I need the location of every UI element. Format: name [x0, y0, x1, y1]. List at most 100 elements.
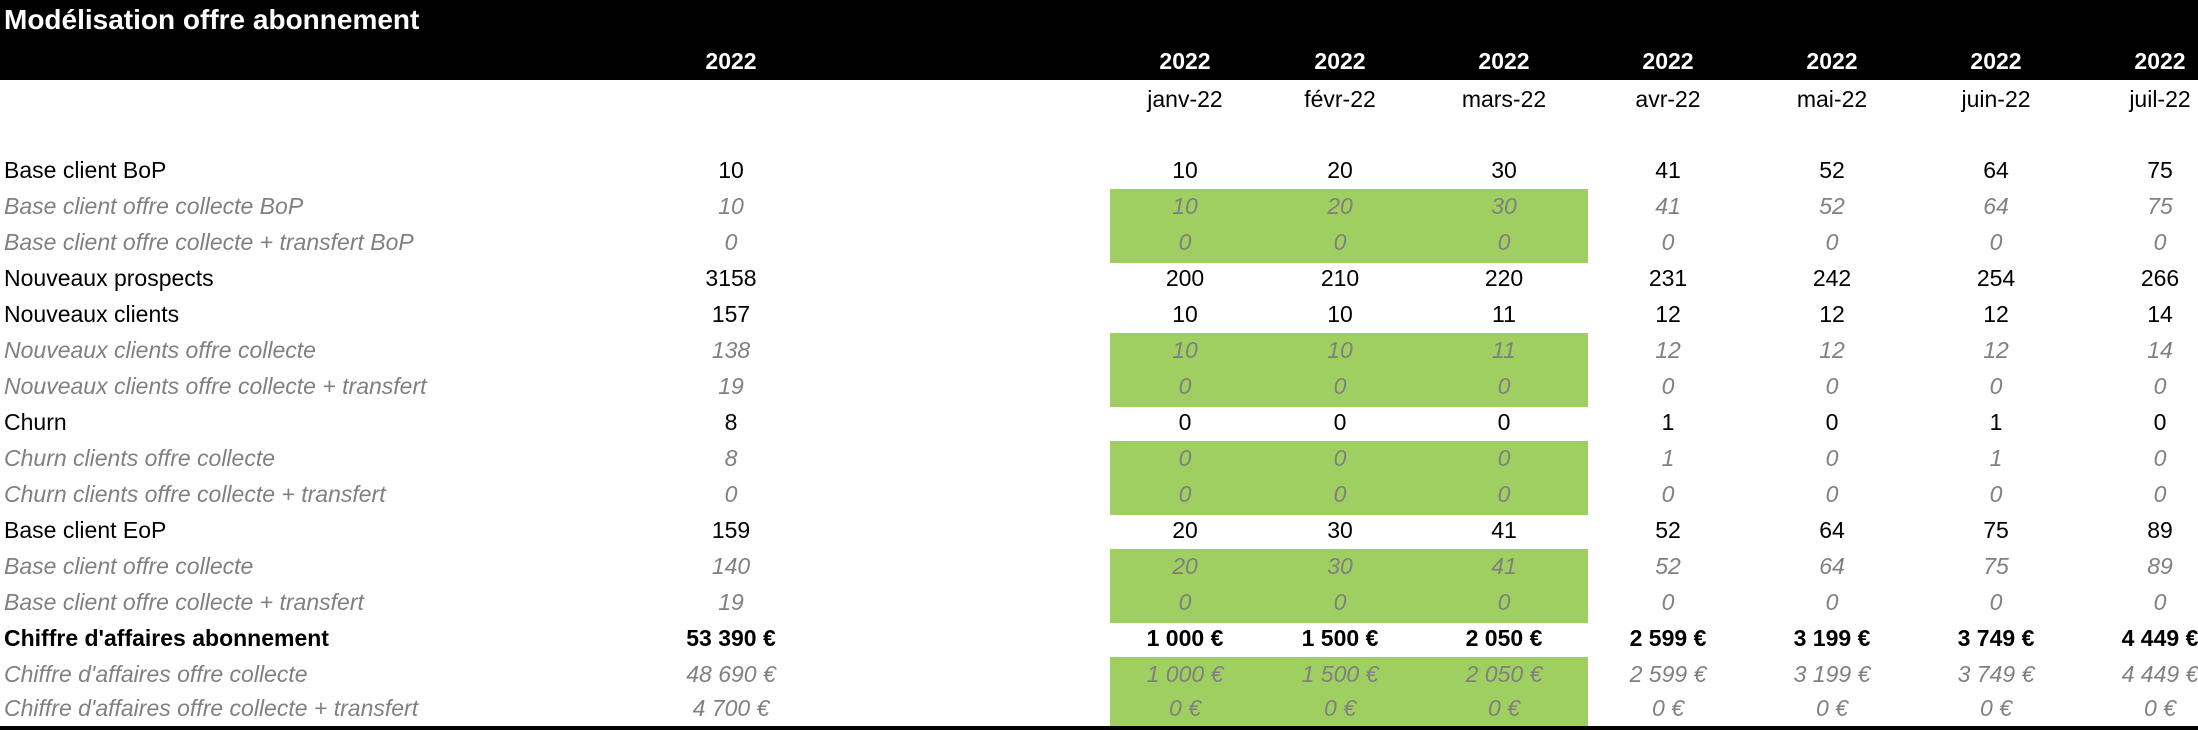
table-cell: 12 [1655, 301, 1681, 327]
table-cell: 0 [1825, 445, 1839, 471]
table-cell: 41 [1491, 517, 1517, 543]
table-cell: 12 [1655, 337, 1681, 363]
table-cell: 3158 [705, 265, 757, 291]
row-label: Nouveaux clients offre collecte + transf… [4, 373, 427, 399]
table-cell: 10 [1172, 337, 1198, 363]
table-cell: 0 [1825, 409, 1839, 435]
table-cell: 0 [1497, 229, 1511, 255]
table-cell: 19 [718, 373, 744, 399]
table-cell: 52 [1655, 517, 1681, 543]
table-cell: 3 749 € [1957, 661, 2035, 687]
table-cell: 0 [1989, 589, 2003, 615]
table-cell: 0 [1333, 481, 1347, 507]
table-cell: 266 [2140, 265, 2180, 291]
table-cell: 0 [724, 481, 738, 507]
table-cell: 0 [1825, 481, 1839, 507]
table-cell: 12 [1819, 301, 1845, 327]
column-year: 2022 [1806, 48, 1858, 74]
column-month: mai-22 [1796, 86, 1868, 112]
table-cell: 0 [1178, 445, 1192, 471]
table-cell: 1 [1989, 445, 2003, 471]
row-label: Base client offre collecte + transfert B… [4, 229, 414, 255]
table-cell: 0 [1989, 481, 2003, 507]
table-cell: 8 [724, 445, 738, 471]
table-cell: 0 [724, 229, 738, 255]
column-month: janv-22 [1147, 86, 1223, 112]
column-month: févr-22 [1304, 86, 1376, 112]
row-label: Nouveaux prospects [4, 265, 214, 291]
table-cell: 2 599 € [1629, 625, 1707, 651]
row-label: Chiffre d'affaires offre collecte + tran… [4, 695, 419, 721]
table-cell: 4 700 € [692, 695, 770, 721]
table-cell: 75 [2147, 193, 2173, 219]
table-cell: 0 [1497, 409, 1511, 435]
row-label: Churn clients offre collecte + transfert [4, 481, 386, 507]
header-bar: Modélisation offre abonnement [0, 0, 2198, 80]
highlight-block [1110, 189, 1588, 263]
table-cell: 254 [1976, 265, 2016, 291]
table-cell: 30 [1327, 517, 1353, 543]
highlight-block [1110, 549, 1588, 623]
table-cell: 11 [1492, 301, 1516, 327]
table-cell: 89 [2147, 553, 2173, 579]
table-cell: 64 [1983, 193, 2009, 219]
table-cell: 1 [1989, 409, 2003, 435]
table-cell: 0 [2153, 229, 2167, 255]
row-label: Churn clients offre collecte [4, 445, 276, 471]
table-cell: 0 [1825, 373, 1839, 399]
table-cell: 53 390 € [686, 625, 776, 651]
table-cell: 157 [711, 301, 751, 327]
table-cell: 12 [1819, 337, 1845, 363]
row-label: Base client offre collecte BoP [4, 193, 304, 219]
column-month: juin-22 [1961, 86, 2031, 112]
table-cell: 48 690 € [686, 661, 776, 687]
table-cell: 0 [2153, 589, 2167, 615]
table-cell: 64 [1819, 517, 1845, 543]
table-cell: 3 749 € [1957, 625, 2035, 651]
table-cell: 20 [1172, 517, 1198, 543]
table-cell: 11 [1492, 337, 1516, 363]
row-label: Base client BoP [4, 157, 167, 183]
table-cell: 2 050 € [1465, 625, 1543, 651]
table-cell: 0 [1333, 445, 1347, 471]
table-cell: 2 599 € [1629, 661, 1707, 687]
table-cell: 20 [1172, 553, 1198, 579]
table-cell: 2 050 € [1465, 661, 1543, 687]
column-month: mars-22 [1461, 86, 1547, 112]
table-cell: 0 [1989, 229, 2003, 255]
column-month: juil-22 [2129, 86, 2191, 112]
table-cell: 20 [1327, 193, 1353, 219]
table-cell: 8 [724, 409, 738, 435]
table-cell: 4 449 € [2121, 625, 2198, 651]
table-cell: 64 [1983, 157, 2009, 183]
table-cell: 1 [1661, 445, 1675, 471]
table-cell: 0 [1178, 373, 1192, 399]
table-cell: 138 [711, 337, 751, 363]
row-label: Base client EoP [4, 517, 167, 543]
row-label: Nouveaux clients [4, 301, 180, 327]
table-cell: 41 [1491, 553, 1517, 579]
table-cell: 10 [1172, 157, 1198, 183]
table-cell: 0 [1661, 373, 1675, 399]
table-cell: 52 [1819, 193, 1845, 219]
table-cell: 0 [2153, 409, 2167, 435]
table-cell: 1 500 € [1301, 625, 1379, 651]
column-month: avr-22 [1635, 86, 1701, 112]
table-cell: 0 [1497, 445, 1511, 471]
table-cell: 10 [718, 157, 744, 183]
table-cell: 10 [1327, 337, 1353, 363]
table-cell: 75 [2147, 157, 2173, 183]
column-year: 2022 [1642, 48, 1694, 74]
column-year: 2022 [1970, 48, 2022, 74]
column-year: 2022 [2134, 48, 2186, 74]
table-cell: 0 [2153, 445, 2167, 471]
table-cell: 220 [1484, 265, 1524, 291]
row-label: Chiffre d'affaires abonnement [4, 625, 329, 651]
table-cell: 0 [1661, 481, 1675, 507]
row-label: Base client offre collecte + transfert [4, 589, 364, 615]
column-year: 2022 [1159, 48, 1211, 74]
table-cell: 19 [718, 589, 744, 615]
table-cell: 10 [718, 193, 744, 219]
table-cell: 30 [1327, 553, 1353, 579]
table-cell: 30 [1491, 157, 1517, 183]
